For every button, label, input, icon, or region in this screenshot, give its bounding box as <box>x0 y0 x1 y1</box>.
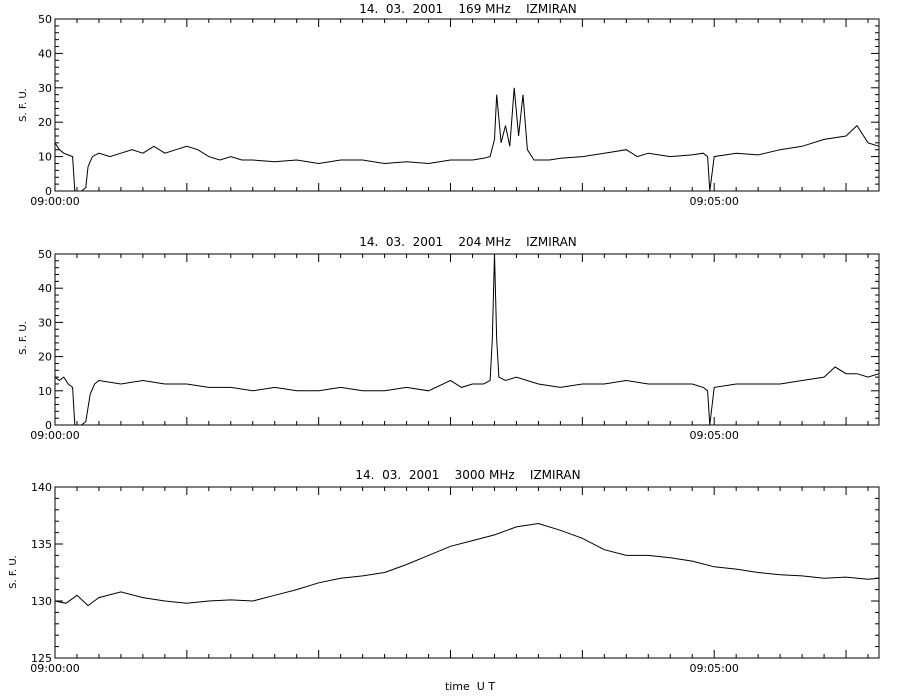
series-line <box>54 253 880 426</box>
y-tick-label: 10 <box>38 385 52 398</box>
y-axis-label: S. F. U. <box>18 321 29 355</box>
y-tick-label: 0 <box>45 419 52 432</box>
x-tick-label: 09:00:00 <box>30 429 79 442</box>
y-tick-label: 135 <box>31 538 52 551</box>
y-tick-label: 40 <box>38 47 52 60</box>
y-tick-label: 130 <box>31 595 52 608</box>
x-axis-label: time U T <box>445 680 495 693</box>
y-tick-label: 20 <box>38 351 52 364</box>
y-tick-label: 0 <box>45 185 52 198</box>
y-tick-label: 40 <box>38 282 52 295</box>
y-tick-label: 30 <box>38 82 52 95</box>
y-tick-label: 50 <box>38 13 52 26</box>
plot-frame <box>54 253 880 426</box>
x-tick-label: 09:05:00 <box>689 662 738 675</box>
x-tick-label: 09:05:00 <box>689 195 738 208</box>
x-tick-label: 09:00:00 <box>30 195 79 208</box>
chart-title: 14. 03. 2001 169 MHz IZMIRAN <box>359 2 577 16</box>
y-axis-label: S. F. U. <box>18 88 29 122</box>
series-line <box>54 87 880 192</box>
x-tick-label: 09:05:00 <box>689 429 738 442</box>
series-line <box>54 522 880 607</box>
y-tick-label: 30 <box>38 316 52 329</box>
panel-169mhz: 14. 03. 2001 169 MHz IZMIRAN S. F. U. 0 1… <box>18 2 880 208</box>
y-tick-label: 20 <box>38 116 52 129</box>
plot-frame <box>54 486 880 659</box>
y-tick-label: 125 <box>31 652 52 665</box>
panel-3000mhz: 14. 03. 2001 3000 MHz IZMIRAN S. F. U. 1… <box>8 468 880 693</box>
y-tick-label: 50 <box>38 248 52 261</box>
panel-204mhz: 14. 03. 2001 204 MHz IZMIRAN S. F. U. 0 1… <box>18 235 880 442</box>
y-axis-label: S. F. U. <box>8 555 19 589</box>
chart-title: 14. 03. 2001 3000 MHz IZMIRAN <box>355 468 580 482</box>
y-tick-label: 10 <box>38 151 52 164</box>
y-tick-label: 140 <box>31 481 52 494</box>
plot-frame <box>54 18 880 192</box>
chart-title: 14. 03. 2001 204 MHz IZMIRAN <box>359 235 577 249</box>
x-tick-label: 09:00:00 <box>30 662 79 675</box>
